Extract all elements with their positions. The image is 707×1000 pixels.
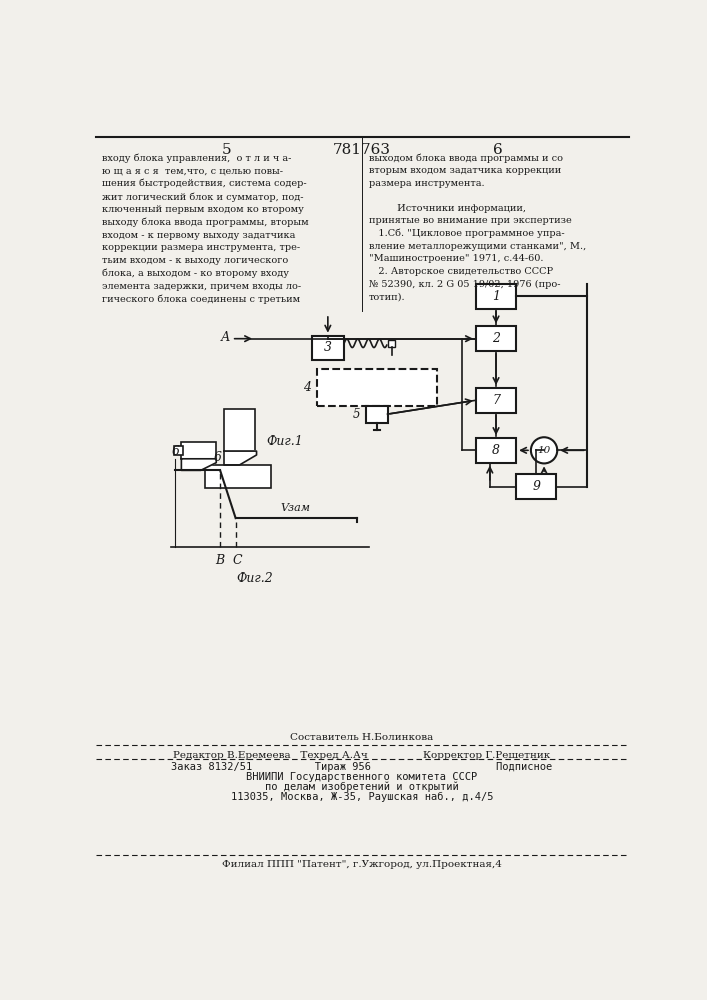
Text: 6: 6 — [493, 143, 503, 157]
Text: А: А — [221, 331, 230, 344]
Text: ВНИИПИ Государственного комитета СССР: ВНИИПИ Государственного комитета СССР — [246, 772, 477, 782]
Text: 6: 6 — [214, 451, 222, 464]
Text: 5: 5 — [353, 408, 361, 421]
Text: 1: 1 — [492, 290, 500, 303]
Bar — [476, 326, 516, 351]
Text: С: С — [233, 554, 242, 567]
Text: Составитель Н.Болинкова: Составитель Н.Болинкова — [291, 733, 433, 742]
Bar — [182, 442, 216, 459]
Polygon shape — [182, 459, 216, 470]
Bar — [312, 336, 344, 360]
Text: 4: 4 — [303, 381, 311, 394]
Bar — [317, 369, 437, 406]
Bar — [224, 409, 255, 451]
Text: 2: 2 — [492, 332, 500, 345]
Text: Фиг.1: Фиг.1 — [266, 435, 303, 448]
Bar — [388, 340, 395, 347]
Text: 8: 8 — [492, 444, 500, 457]
Circle shape — [531, 437, 557, 463]
Text: выходом блока ввода программы и со
вторым входом задатчика коррекции
размера инс: выходом блока ввода программы и со вторы… — [369, 153, 586, 301]
Text: 7: 7 — [492, 394, 500, 407]
Text: 113035, Москва, Ж-35, Раушская наб., д.4/5: 113035, Москва, Ж-35, Раушская наб., д.4… — [230, 792, 493, 802]
Bar — [174, 446, 183, 455]
Text: Заказ 8132/51          Тираж 956                    Подписное: Заказ 8132/51 Тираж 956 Подписное — [171, 762, 553, 772]
Text: В: В — [216, 554, 225, 567]
Text: Редактор В.Еремеева   Техред А.Ач                 Корректор Г.Решетник: Редактор В.Еремеева Техред А.Ач Корректо… — [173, 751, 551, 760]
Bar — [476, 438, 516, 463]
Bar — [204, 465, 271, 488]
Text: по делам изобретений и открытий: по делам изобретений и открытий — [265, 782, 459, 792]
Text: 6: 6 — [172, 445, 180, 458]
Text: 9: 9 — [532, 480, 540, 493]
Text: 5: 5 — [221, 143, 231, 157]
Bar — [476, 388, 516, 413]
Text: 10: 10 — [537, 446, 551, 455]
Text: Филиал ППП "Патент", г.Ужгород, ул.Проектная,4: Филиал ППП "Патент", г.Ужгород, ул.Проек… — [222, 860, 502, 869]
Polygon shape — [224, 451, 257, 465]
Text: 781763: 781763 — [333, 143, 391, 157]
Text: Vзам: Vзам — [280, 503, 310, 513]
Bar — [366, 406, 387, 423]
Text: входу блока управления,  о т л и ч а-
ю щ а я с я  тем,что, с целью повы-
шения : входу блока управления, о т л и ч а- ю щ… — [103, 153, 309, 304]
Text: 3: 3 — [324, 341, 332, 354]
Bar — [516, 474, 556, 499]
Bar — [476, 284, 516, 309]
Text: Фиг.2: Фиг.2 — [237, 572, 274, 585]
